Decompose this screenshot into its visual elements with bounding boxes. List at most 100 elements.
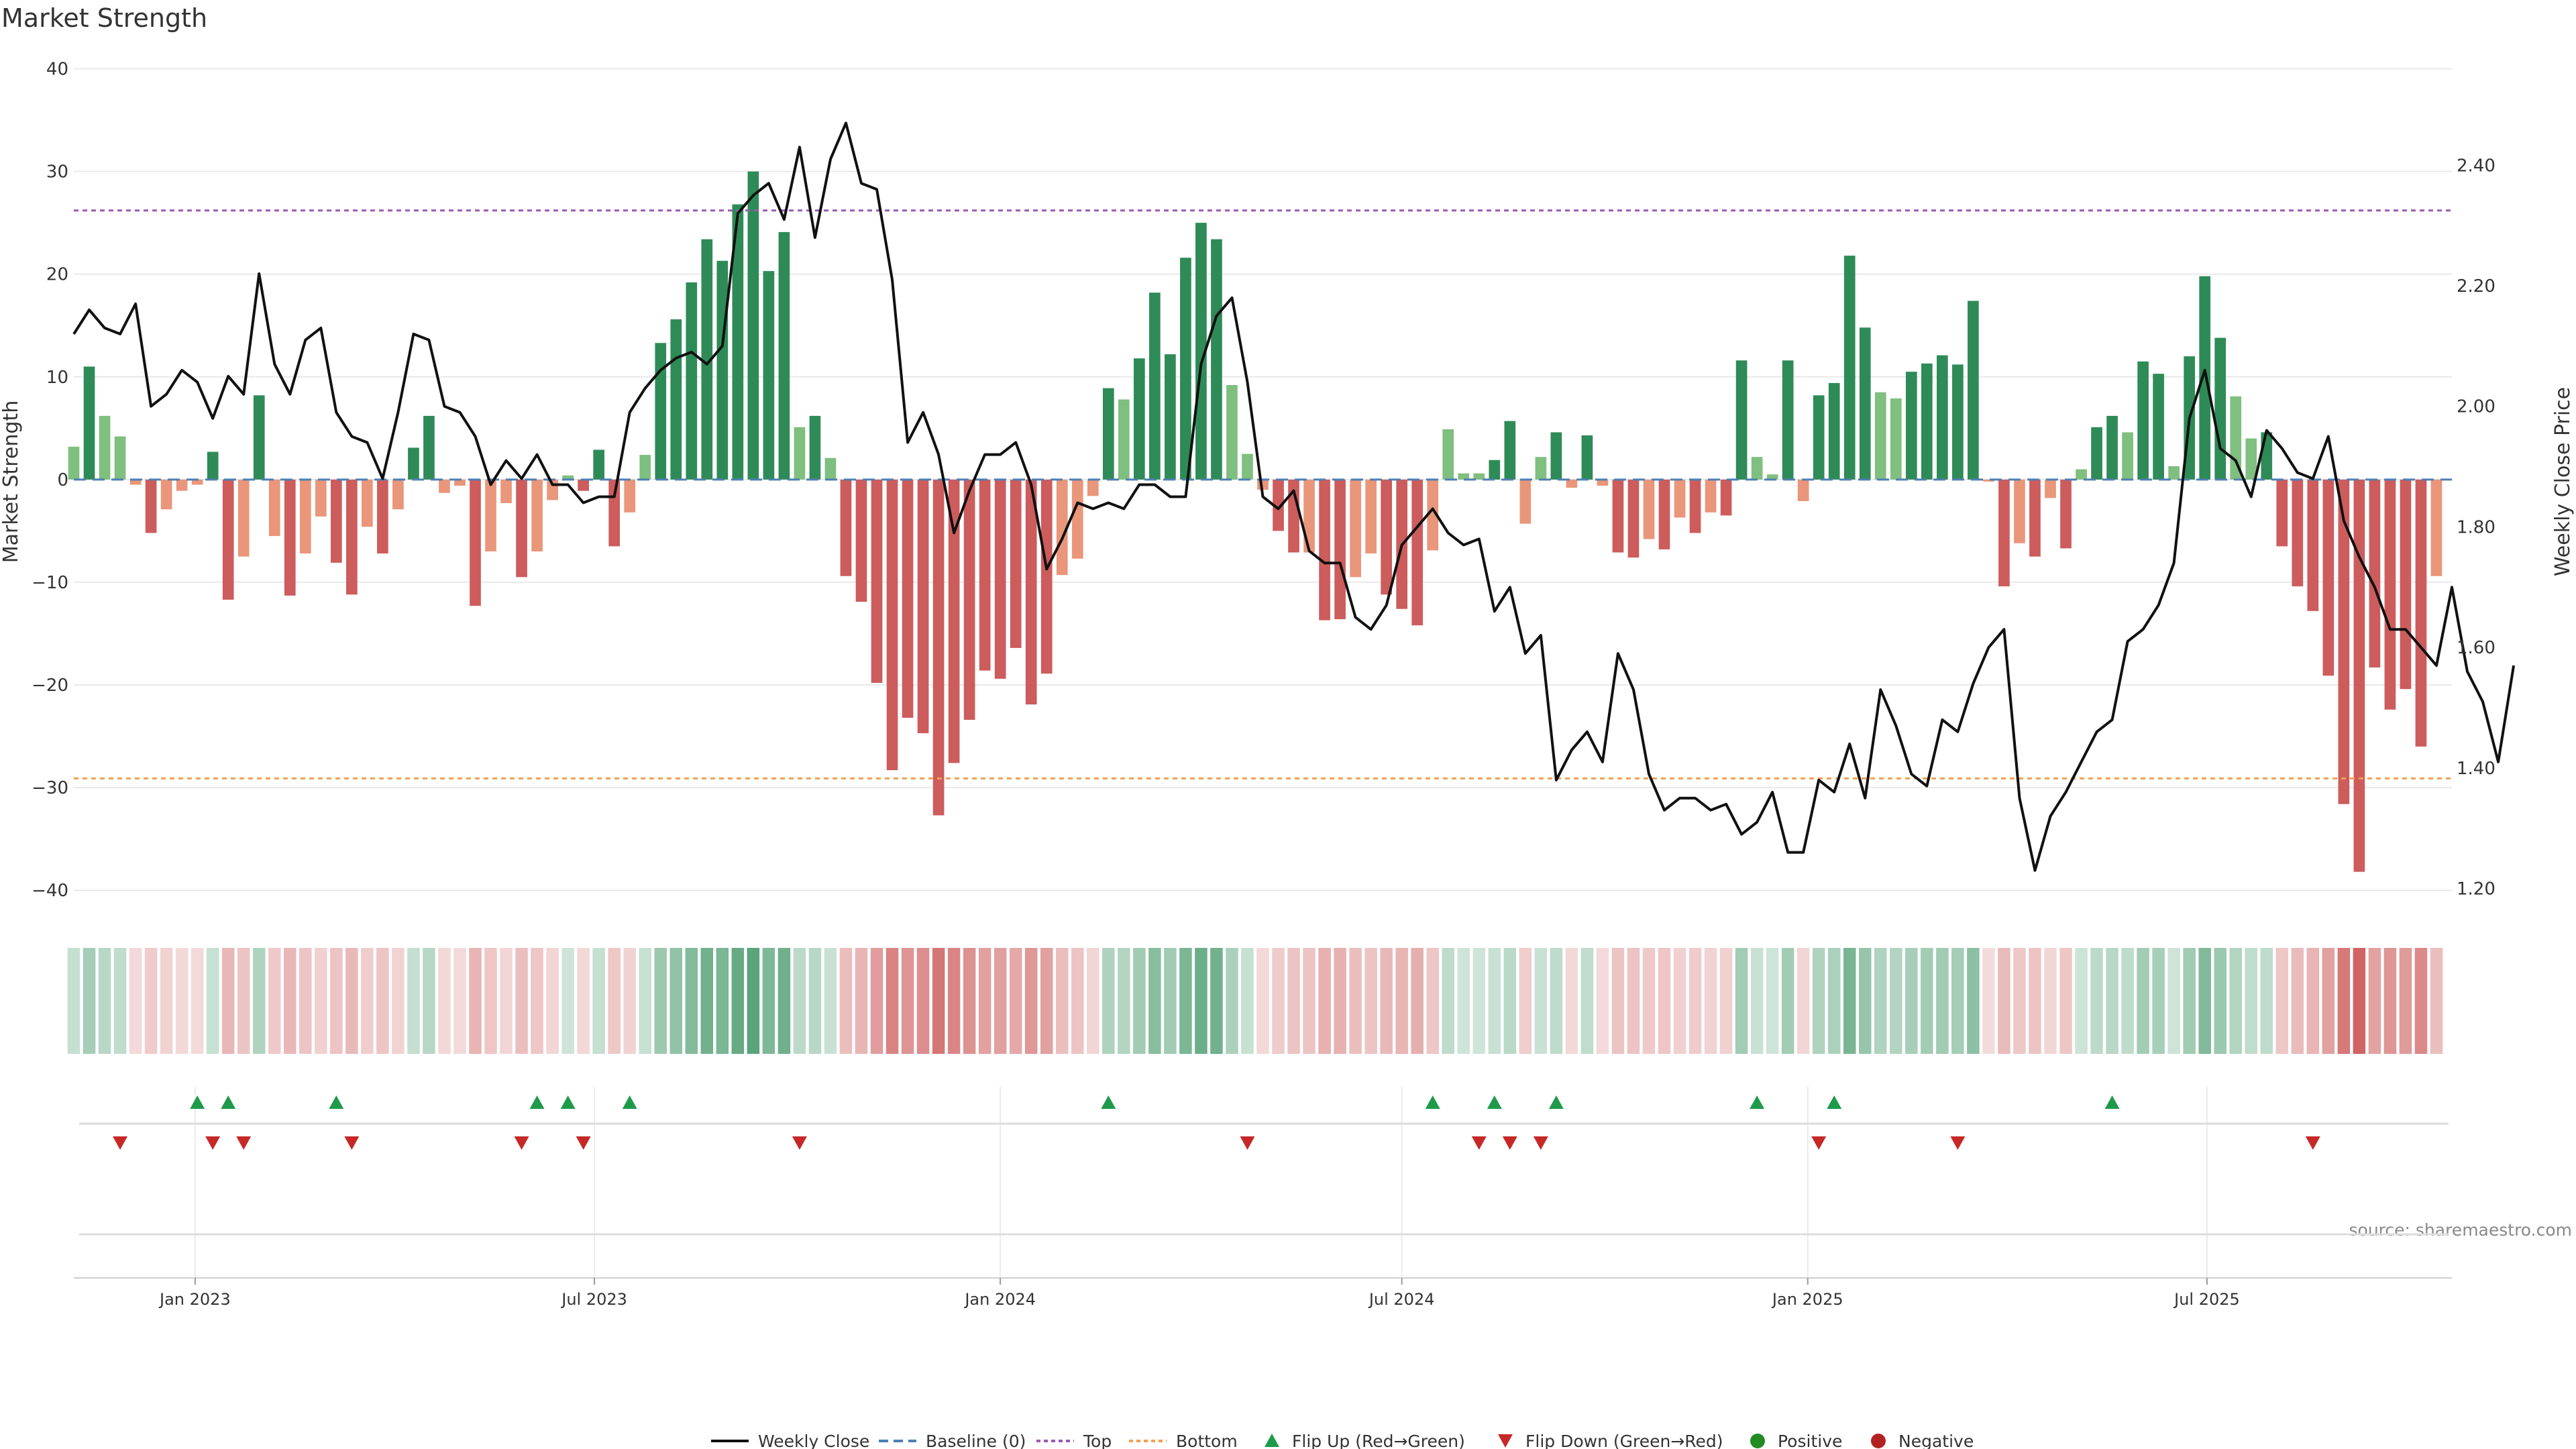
- heat-cell: [654, 948, 667, 1054]
- strength-bar: [840, 479, 852, 576]
- heat-cell: [901, 948, 914, 1054]
- strength-bar: [2415, 479, 2427, 747]
- strength-bar: [176, 479, 188, 491]
- strength-bar: [377, 479, 388, 554]
- strength-bar: [2137, 361, 2149, 480]
- heat-cell: [2198, 948, 2211, 1054]
- strength-bar: [994, 479, 1006, 679]
- strength-bar: [68, 446, 80, 480]
- heat-cell: [284, 948, 297, 1054]
- reference-lines: [74, 209, 2452, 780]
- heat-cell: [1133, 948, 1146, 1054]
- strength-bar: [778, 231, 790, 480]
- strength-bar: [1751, 457, 1763, 480]
- strength-bar: [1149, 292, 1161, 480]
- strength-heat-strip: [67, 948, 2443, 1054]
- strength-bar: [392, 479, 404, 510]
- heat-cell: [1781, 948, 1794, 1054]
- heat-cell: [2368, 948, 2381, 1054]
- strength-bar: [902, 479, 914, 718]
- heat-cell: [2183, 948, 2196, 1054]
- heat-cell: [685, 948, 698, 1054]
- heat-cell: [423, 948, 435, 1054]
- strength-bar: [268, 479, 280, 537]
- strength-bar: [362, 479, 373, 527]
- heat-cell: [453, 948, 466, 1054]
- strength-bar: [2014, 479, 2025, 543]
- heat-cell: [2414, 948, 2428, 1054]
- strength-bar: [1504, 421, 1516, 480]
- heat-cell: [2229, 948, 2242, 1054]
- strength-bar: [1890, 398, 1902, 480]
- strength-bar: [1442, 429, 1454, 480]
- strength-bar: [1535, 457, 1547, 480]
- heat-cell: [1457, 948, 1470, 1054]
- y2-tick-label: 1.80: [2457, 517, 2496, 537]
- flip-up-marker: [560, 1095, 576, 1109]
- heat-cell: [1148, 948, 1161, 1054]
- strength-bar: [2045, 479, 2056, 498]
- heat-cell: [731, 948, 745, 1054]
- heat-cell: [2291, 948, 2304, 1054]
- heat-cell: [747, 948, 760, 1054]
- strength-bar: [2261, 432, 2273, 480]
- heat-cell: [2275, 948, 2289, 1054]
- heat-cell: [577, 948, 590, 1054]
- y-tick-label: 20: [46, 265, 68, 285]
- heat-cell: [2106, 948, 2118, 1054]
- heat-cell: [669, 948, 683, 1054]
- strength-bar: [1705, 479, 1717, 513]
- date-tick-label: Jul 2024: [1368, 1290, 1435, 1309]
- heat-cell: [1874, 948, 1887, 1054]
- strength-bar: [145, 479, 157, 533]
- heat-cell: [1905, 948, 1918, 1054]
- heat-cell: [1364, 948, 1377, 1054]
- strength-bar: [423, 415, 435, 480]
- strength-bar: [1040, 479, 1053, 674]
- heat-cell: [299, 948, 312, 1054]
- strength-bar: [454, 479, 466, 486]
- heat-cell: [1534, 948, 1548, 1054]
- heat-cell: [639, 948, 651, 1054]
- heat-cell: [1843, 948, 1856, 1054]
- strength-bar: [2091, 427, 2102, 480]
- strength-bar: [408, 447, 419, 480]
- strength-bar: [83, 366, 95, 480]
- flip-up-marker: [1548, 1095, 1564, 1109]
- y-tick-label: −40: [32, 881, 68, 901]
- strength-bar: [2353, 479, 2365, 872]
- strength-bar: [763, 271, 775, 480]
- heat-cell: [1210, 948, 1223, 1054]
- strength-bar: [1473, 473, 1485, 480]
- heat-cell: [1982, 948, 1995, 1054]
- heat-cell: [1998, 948, 2010, 1054]
- strength-bar: [2214, 337, 2226, 480]
- strength-bar: [1226, 385, 1238, 480]
- strength-bar: [1813, 395, 1825, 480]
- legend-flip-up-icon: [1265, 1434, 1279, 1447]
- strength-bar: [1612, 479, 1624, 553]
- strength-bar: [1134, 358, 1145, 480]
- heat-cell: [1087, 948, 1099, 1054]
- strength-bar: [1195, 223, 1207, 480]
- strength-bar: [963, 479, 975, 720]
- flip-down-marker: [514, 1136, 529, 1150]
- strength-bar: [2322, 479, 2334, 676]
- flip-up-marker: [329, 1095, 344, 1109]
- y2-axis-ticks: 2.40 2.20 2.00 1.80 1.60 1.40 1.20: [2457, 156, 2496, 899]
- strength-bar: [716, 260, 729, 480]
- flip-up-marker: [1487, 1095, 1502, 1109]
- strength-bar: [2369, 479, 2381, 667]
- heat-cell: [1658, 948, 1671, 1054]
- heat-cell: [1750, 948, 1764, 1054]
- y2-tick-label: 2.20: [2457, 276, 2496, 297]
- heat-cell: [500, 948, 513, 1054]
- heat-cell: [1272, 948, 1285, 1054]
- heat-cell: [2260, 948, 2273, 1054]
- heat-cell: [206, 948, 219, 1054]
- strength-bar: [500, 479, 512, 504]
- y-tick-label: −30: [32, 778, 68, 798]
- strength-bar: [1087, 479, 1099, 496]
- heat-cell: [2399, 948, 2412, 1054]
- strength-bar: [2245, 438, 2257, 480]
